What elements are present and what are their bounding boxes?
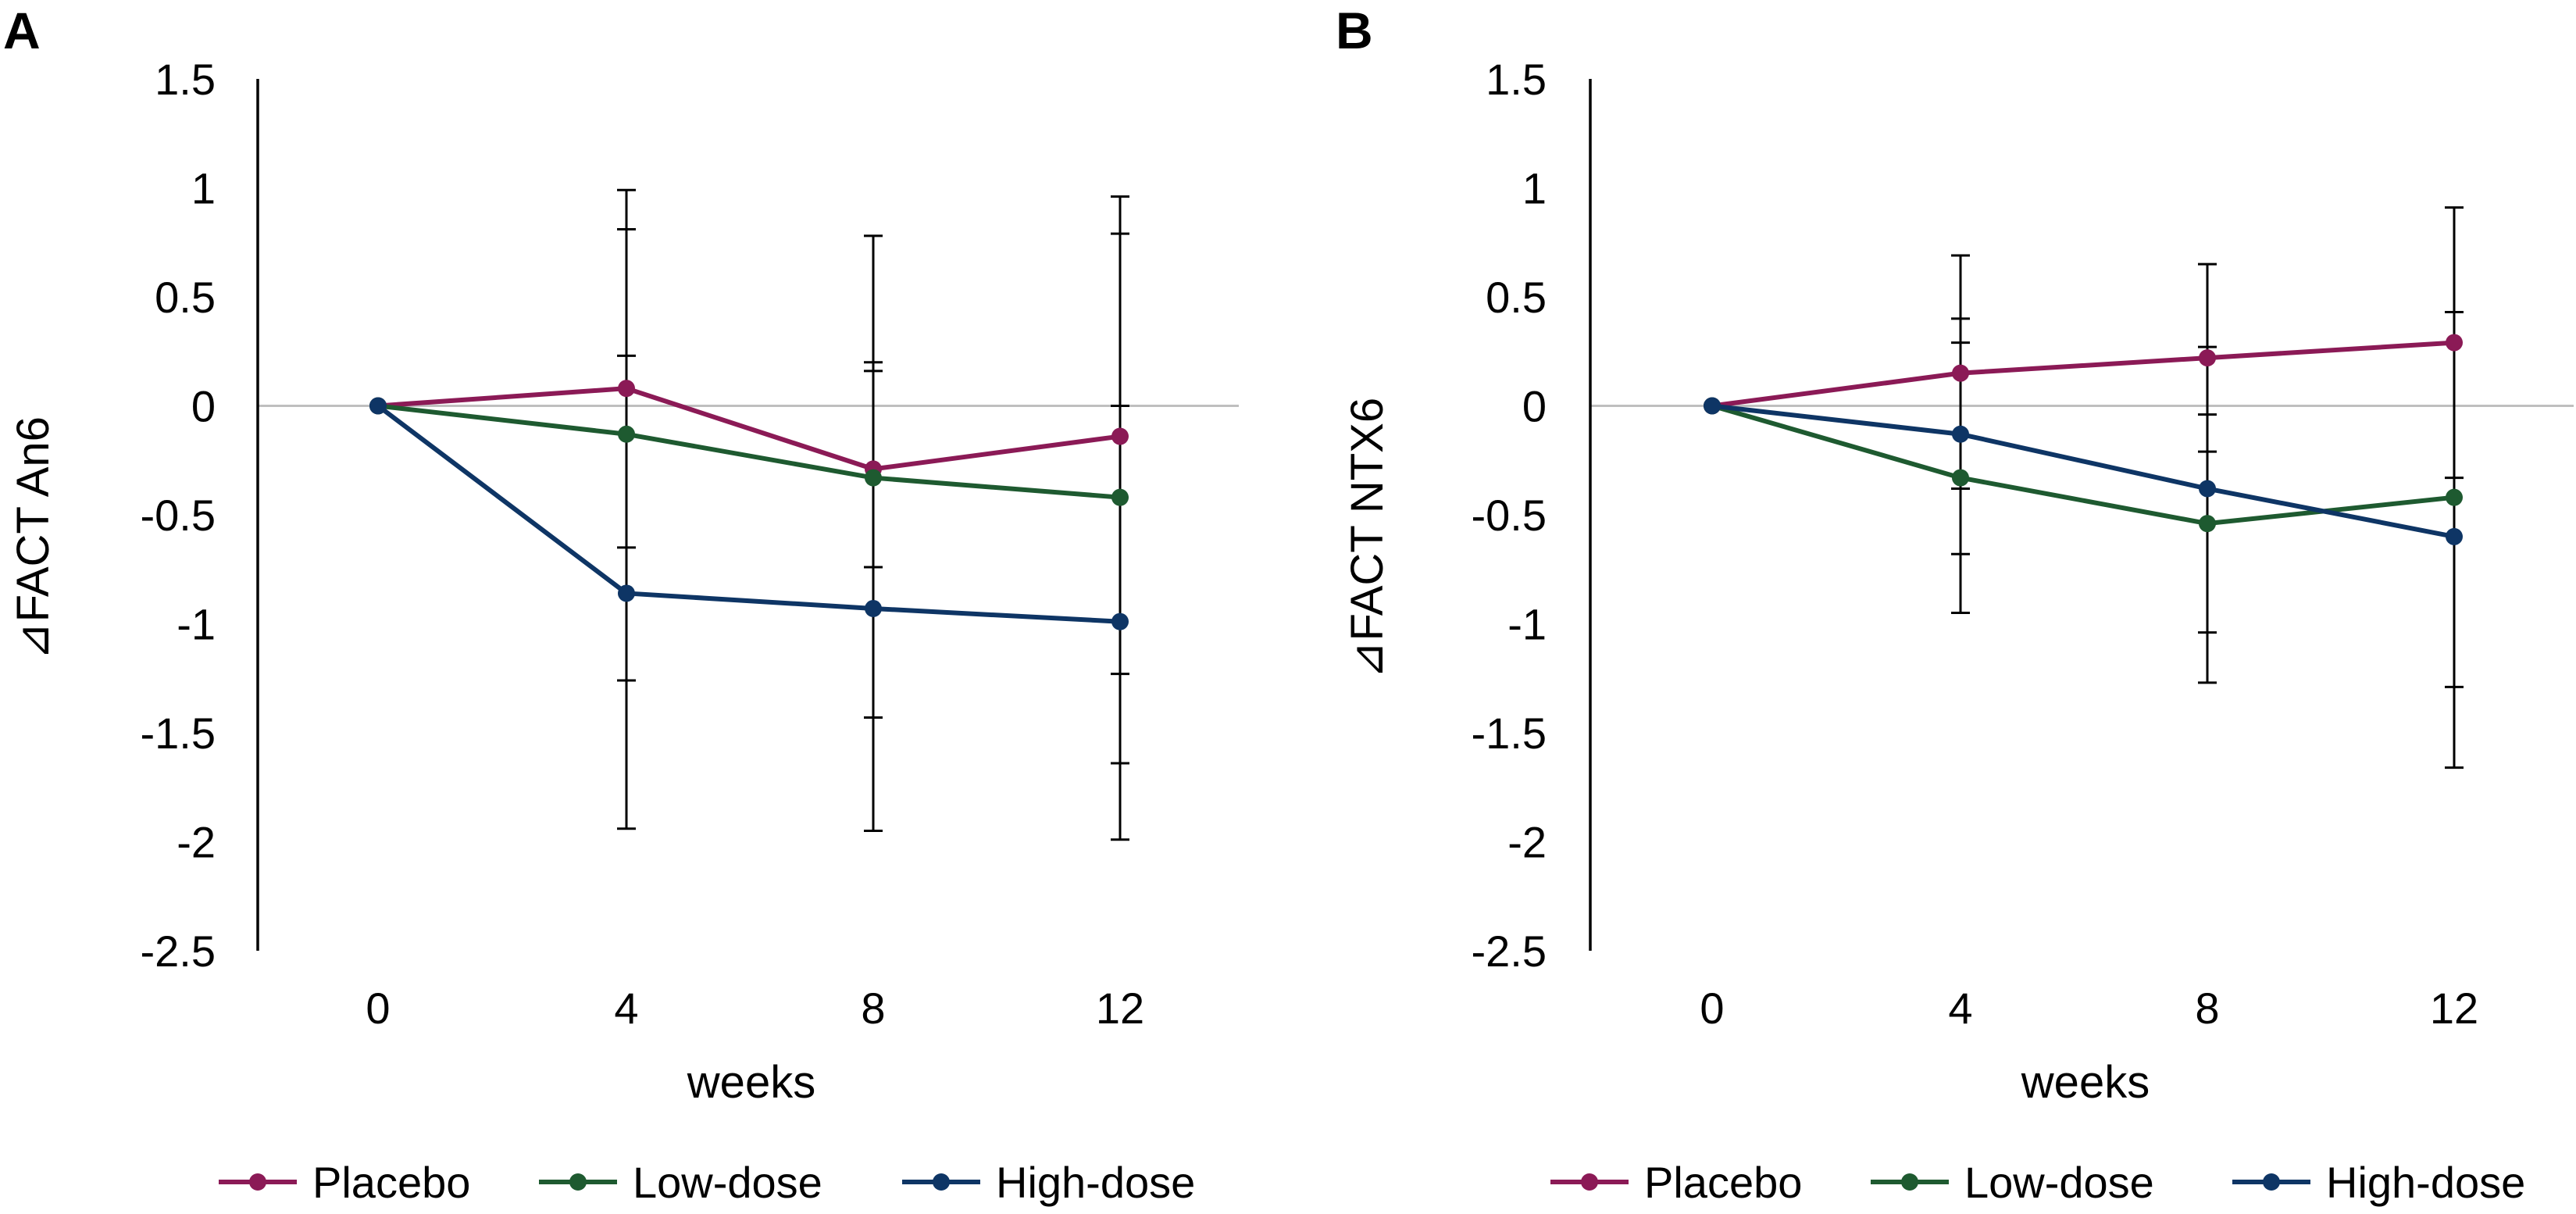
y-tick-label: -0.5	[1472, 491, 1547, 540]
legend-swatch-marker	[1581, 1173, 1598, 1191]
data-point-high-dose	[1111, 612, 1129, 630]
legend-item-high-dose: High-dose	[2232, 1158, 2525, 1207]
y-tick-label: 1.5	[155, 55, 216, 104]
legend-item-low-dose: Low-dose	[1871, 1158, 2154, 1207]
legend-item-placebo: Placebo	[219, 1158, 470, 1207]
panel-a-series	[369, 380, 1129, 630]
data-point-placebo	[2446, 334, 2463, 352]
series-line-placebo	[377, 386, 1121, 472]
data-point-low-dose	[2446, 488, 2463, 506]
y-tick-label: 1	[191, 164, 216, 213]
series-line-low-dose	[377, 403, 1121, 500]
data-point-high-dose	[1952, 425, 1969, 443]
panel-a: A 1.5 1 0.5 0 -0.5 -1 -1.5 -2 -2.5 0 4 8 12 weeks ⊿…	[3, 2, 1239, 1207]
panel-a-label: A	[3, 2, 41, 59]
panel-a-legend: Placebo Low-dose High-dose	[219, 1158, 1195, 1207]
y-tick-label: -1	[177, 600, 216, 649]
panel-b-label: B	[1336, 2, 1373, 59]
legend-swatch-marker	[933, 1173, 950, 1191]
legend-item-low-dose: Low-dose	[539, 1158, 822, 1207]
x-tick-label: 8	[2195, 984, 2219, 1033]
legend-swatch-marker	[1901, 1173, 1918, 1191]
legend-swatch-marker	[249, 1173, 266, 1191]
data-point-low-dose	[1111, 488, 1129, 506]
panel-b-legend: Placebo Low-dose High-dose	[1550, 1158, 2525, 1207]
data-point-placebo	[1111, 427, 1129, 445]
y-tick-label: -1	[1507, 600, 1547, 649]
series-line-placebo	[1711, 340, 2455, 409]
panel-b: B 1.5 1 0.5 0 -0.5 -1 -1.5 -2 -2.5 0 4 8 12 weeks ⊿…	[1336, 2, 2574, 1207]
panel-b-x-ticks: 0 4 8 12	[1700, 984, 2478, 1033]
y-tick-label: 1.5	[1486, 55, 1547, 104]
legend-label: Low-dose	[1964, 1158, 2154, 1207]
panel-b-x-axis-title: weeks	[2021, 1057, 2150, 1108]
data-point-high-dose	[2446, 527, 2463, 545]
y-tick-label: -1.5	[1472, 709, 1547, 758]
y-tick-label: -1.5	[141, 709, 216, 758]
y-tick-label: -2.5	[1472, 927, 1547, 976]
panel-b-y-axis-title: ⊿FACT NTX6	[1342, 398, 1393, 679]
panel-a-y-ticks: 1.5 1 0.5 0 -0.5 -1 -1.5 -2 -2.5	[141, 55, 216, 976]
error-bar	[864, 361, 883, 833]
data-point-low-dose	[865, 469, 882, 487]
x-tick-label: 4	[1948, 984, 1972, 1033]
panel-a-y-axis-title: ⊿FACT An6	[8, 416, 59, 660]
legend-label: Placebo	[1644, 1158, 1802, 1207]
panel-a-x-axis-title: weeks	[687, 1057, 815, 1108]
data-point-high-dose	[1704, 397, 1721, 415]
x-tick-label: 12	[1096, 984, 1144, 1033]
legend-item-high-dose: High-dose	[902, 1158, 1195, 1207]
data-point-low-dose	[2199, 515, 2216, 533]
y-tick-label: 0	[1522, 382, 1547, 431]
legend-label: High-dose	[2326, 1158, 2525, 1207]
x-tick-label: 0	[1700, 984, 1724, 1033]
data-point-high-dose	[618, 584, 635, 602]
y-tick-label: 0.5	[1486, 273, 1547, 322]
y-tick-label: -2	[1507, 818, 1547, 867]
x-tick-label: 4	[614, 984, 638, 1033]
y-tick-label: -0.5	[141, 491, 216, 540]
series-line-high-dose	[376, 404, 1121, 624]
data-point-high-dose	[369, 397, 387, 415]
legend-label: Placebo	[312, 1158, 470, 1207]
series-line-low-dose	[1711, 403, 2455, 527]
data-point-placebo	[2199, 349, 2216, 367]
legend-swatch-marker	[2263, 1173, 2280, 1191]
legend-label: High-dose	[996, 1158, 1195, 1207]
data-point-low-dose	[618, 425, 635, 443]
data-point-high-dose	[2199, 480, 2216, 498]
legend-item-placebo: Placebo	[1550, 1158, 1802, 1207]
series-line-high-dose	[1711, 403, 2455, 539]
error-bar	[2198, 345, 2217, 684]
y-tick-label: 0	[191, 382, 216, 431]
panel-a-x-ticks: 0 4 8 12	[366, 984, 1144, 1033]
legend-label: Low-dose	[633, 1158, 822, 1207]
y-tick-label: -2.5	[141, 927, 216, 976]
panel-b-y-ticks: 1.5 1 0.5 0 -0.5 -1 -1.5 -2 -2.5	[1472, 55, 1547, 976]
panel-a-error-bars	[617, 188, 1129, 841]
x-tick-label: 0	[366, 984, 390, 1033]
y-tick-label: -2	[177, 818, 216, 867]
data-point-low-dose	[1952, 469, 1969, 487]
data-point-high-dose	[865, 599, 882, 617]
x-tick-label: 12	[2430, 984, 2478, 1033]
panel-b-series	[1704, 334, 2463, 545]
y-tick-label: 0.5	[155, 273, 216, 322]
data-point-placebo	[618, 380, 635, 398]
data-point-placebo	[1952, 364, 1969, 382]
legend-swatch-marker	[569, 1173, 587, 1191]
y-tick-label: 1	[1522, 164, 1547, 213]
x-tick-label: 8	[861, 984, 885, 1033]
